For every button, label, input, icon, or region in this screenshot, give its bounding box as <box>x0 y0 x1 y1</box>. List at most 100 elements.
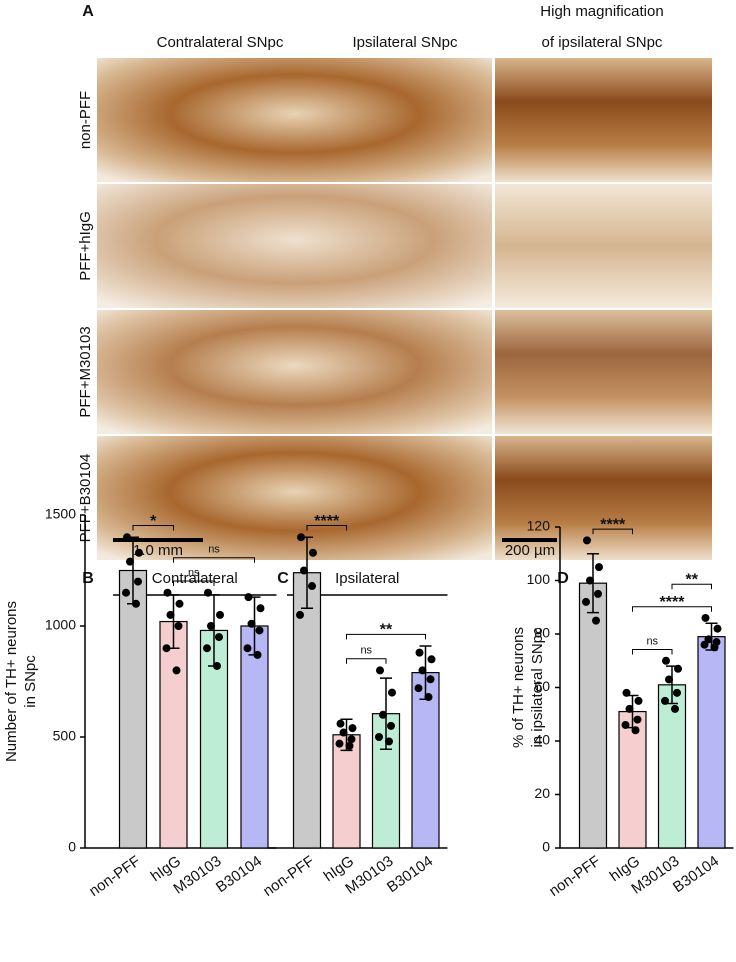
y-tick-label: 1500 <box>45 506 76 522</box>
bar <box>118 569 148 849</box>
x-tick-label: B30104 <box>670 853 722 897</box>
y-axis-label: in SNpc <box>22 655 39 708</box>
data-point <box>300 566 308 575</box>
data-point <box>348 724 357 733</box>
data-point <box>387 721 395 730</box>
comparison-bracket <box>346 658 387 664</box>
panel-letter: B <box>82 570 94 587</box>
data-point <box>385 737 393 746</box>
micrograph <box>495 310 712 434</box>
data-point <box>633 715 642 724</box>
x-tick-label: non-PFF <box>86 853 144 900</box>
x-tick-label: B30104 <box>384 853 436 897</box>
data-point <box>376 666 384 675</box>
data-point <box>296 610 304 619</box>
y-tick-label: 40 <box>534 732 550 748</box>
data-point <box>427 655 436 664</box>
data-point <box>134 577 142 586</box>
bar <box>332 734 361 849</box>
group-label: Ipsilateral <box>335 570 399 587</box>
y-axis-label: Number of TH+ neurons <box>3 601 20 762</box>
data-point <box>213 661 221 670</box>
data-point <box>309 548 317 557</box>
micrographs <box>97 58 712 560</box>
error-bar <box>587 553 599 614</box>
comparison-bracket <box>632 649 673 655</box>
data-point <box>123 533 131 542</box>
data-point <box>253 650 262 659</box>
x-tick-label: B30104 <box>213 853 265 897</box>
data-point <box>215 633 223 642</box>
row-label: PFF+B30104 <box>77 454 94 543</box>
comparison-label: **** <box>660 594 686 611</box>
micrograph <box>97 310 492 434</box>
data-point <box>700 640 709 649</box>
bar <box>159 620 188 849</box>
data-point <box>163 588 172 597</box>
comparison-bracket <box>306 525 347 531</box>
data-point <box>621 720 630 729</box>
column-header: of ipsilateral SNpc <box>542 34 663 51</box>
data-point <box>701 613 710 622</box>
panel-letter: C <box>277 570 289 587</box>
data-point <box>244 593 253 602</box>
data-point <box>375 733 383 741</box>
data-point <box>247 619 256 628</box>
data-point <box>135 548 143 557</box>
comparison-bracket <box>592 528 633 535</box>
data-point <box>625 704 634 713</box>
comparison-label: **** <box>600 516 626 533</box>
data-point <box>710 643 719 652</box>
y-tick-label: 60 <box>534 678 550 694</box>
bar <box>411 672 440 849</box>
micrograph <box>97 58 492 182</box>
data-point <box>662 656 670 665</box>
comparison-label: ns <box>208 544 220 556</box>
scale-bar <box>113 538 203 542</box>
micrograph <box>495 58 712 182</box>
data-point <box>415 648 424 657</box>
y-tick-label: 120 <box>527 518 551 534</box>
comparison-bracket <box>132 525 174 531</box>
y-axis-label: in ipsilateral SNpc <box>529 627 546 748</box>
y-tick-label: 1000 <box>45 617 76 633</box>
row-label: PFF+M30103 <box>77 326 94 417</box>
data-point <box>345 741 354 750</box>
data-point <box>671 704 679 713</box>
comparison-bracket <box>632 606 712 612</box>
data-point <box>673 688 681 697</box>
data-point <box>388 688 396 697</box>
comparison-label: **** <box>314 513 340 530</box>
data-point <box>631 726 640 735</box>
data-point <box>122 588 130 597</box>
bar <box>657 684 687 849</box>
y-tick-label: 100 <box>527 571 551 587</box>
comparison-label: ns <box>646 635 658 647</box>
x-tick-label: non-PFF <box>546 853 604 900</box>
comparison-label: ** <box>686 571 699 588</box>
data-point <box>674 664 682 673</box>
data-point <box>216 610 224 619</box>
column-header: Contralateral SNpc <box>157 34 284 51</box>
micrograph <box>495 184 712 308</box>
y-tick-label: 500 <box>53 728 77 744</box>
comparison-label: ** <box>380 622 393 639</box>
data-point <box>347 735 356 744</box>
y-tick-label: 20 <box>534 785 550 801</box>
comparison-label: ns <box>188 567 200 579</box>
row-label: non-PFF <box>77 91 94 149</box>
comparison-bracket <box>671 583 712 590</box>
bar <box>578 582 608 849</box>
comparison-label: * <box>150 513 157 530</box>
data-point <box>418 666 427 675</box>
data-point <box>132 599 140 608</box>
comparison-bracket <box>173 580 215 587</box>
data-point <box>207 622 215 630</box>
data-point <box>592 616 600 625</box>
data-point <box>426 675 435 684</box>
data-point <box>166 610 175 619</box>
data-point <box>414 684 423 693</box>
y-tick-label: 0 <box>542 839 550 855</box>
data-point <box>203 644 211 653</box>
